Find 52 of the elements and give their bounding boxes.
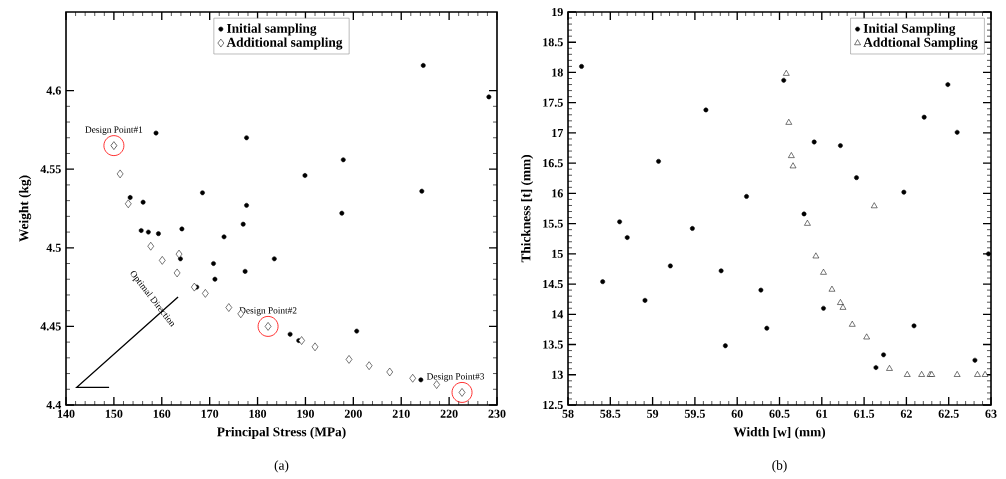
x-tick-label: 210 [392, 409, 410, 418]
y-tick-label: 14.5 [543, 280, 563, 289]
x-tick-label: 220 [440, 409, 458, 418]
legend-label: Additional sampling [226, 37, 343, 50]
text: (b) [772, 460, 787, 473]
x-tick-label: 62.5 [938, 409, 959, 418]
annotation: Design Point#3 [426, 373, 485, 382]
x-tick-label: 63 [985, 409, 997, 418]
x-tick-label: 170 [201, 409, 219, 418]
x-tick-label: 61.5 [854, 409, 875, 418]
x-tick-label: 200 [344, 409, 362, 418]
x-tick-label: 61 [816, 409, 828, 418]
y-tick-label: 15.5 [543, 219, 563, 228]
y-tick-label: 16 [552, 189, 563, 198]
x-tick-label: 160 [153, 409, 171, 418]
y-tick-label: 16.5 [543, 159, 563, 168]
annotation: Design Point#1 [85, 126, 143, 135]
x-axis-title: Width [w] (mm) [733, 427, 826, 440]
y-tick-label: 12.5 [543, 400, 563, 410]
y-tick-label: 13.5 [543, 340, 563, 349]
y-tick-label: 4.5 [46, 243, 61, 252]
x-tick-label: 60 [731, 409, 743, 418]
y-tick-label: 14 [552, 310, 564, 319]
y-tick-label: 4.4 [46, 400, 62, 410]
x-tick-label: 58.5 [600, 409, 621, 418]
y-tick-label: 18 [552, 68, 563, 77]
y-axis-title: Weight (kg) [18, 175, 32, 242]
y-tick-label: 15 [552, 249, 563, 258]
y-axis-title: Thickness [t] (mm) [521, 155, 534, 263]
x-tick-label: 180 [249, 409, 267, 418]
x-tick-label: 62 [900, 409, 912, 418]
x-tick-label: 150 [105, 409, 123, 418]
legend-label: Initial Sampling [863, 23, 956, 36]
text: (a) [274, 460, 289, 473]
y-tick-label: 19 [552, 7, 563, 17]
legend-label: Initial sampling [226, 23, 317, 36]
x-tick-label: 230 [488, 409, 506, 418]
y-tick-label: 17.5 [543, 98, 563, 107]
x-tick-label: 59 [647, 409, 659, 418]
y-tick-label: 18.5 [543, 38, 563, 47]
y-tick-label: 4.6 [46, 86, 61, 95]
y-tick-label: 4.55 [40, 165, 61, 174]
x-axis-title: Principal Stress (MPa) [217, 426, 346, 440]
x-tick-label: 59.5 [684, 409, 705, 418]
x-tick-label: 140 [57, 409, 75, 418]
y-tick-label: 13 [552, 370, 563, 379]
legend-label: Addtional Sampling [863, 37, 978, 50]
x-tick-label: 190 [297, 409, 314, 418]
y-tick-label: 4.45 [40, 322, 61, 331]
y-tick-label: 17 [552, 128, 563, 137]
x-tick-label: 60.5 [769, 409, 790, 418]
x-tick-label: 58 [562, 409, 574, 418]
